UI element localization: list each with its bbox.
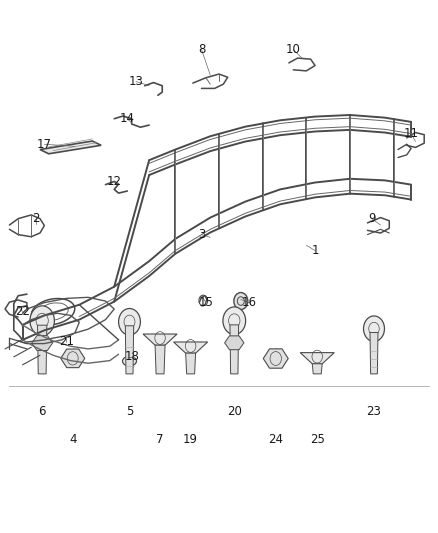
Polygon shape	[155, 345, 165, 374]
Text: 25: 25	[310, 433, 325, 446]
Polygon shape	[173, 342, 208, 353]
Text: 22: 22	[15, 305, 30, 318]
Polygon shape	[230, 325, 239, 374]
Text: 5: 5	[126, 405, 133, 417]
Circle shape	[223, 307, 246, 335]
Polygon shape	[263, 349, 288, 368]
Text: 13: 13	[129, 75, 144, 88]
Text: 16: 16	[242, 296, 257, 309]
Polygon shape	[300, 353, 334, 364]
Text: 19: 19	[183, 433, 198, 446]
Ellipse shape	[123, 357, 137, 366]
Text: 1: 1	[311, 244, 319, 257]
Text: 3: 3	[198, 228, 205, 241]
Polygon shape	[225, 336, 244, 350]
Circle shape	[119, 309, 141, 335]
Text: 2: 2	[32, 212, 39, 225]
Text: 9: 9	[368, 212, 375, 225]
Circle shape	[364, 316, 385, 342]
Polygon shape	[32, 336, 53, 351]
Polygon shape	[40, 141, 101, 154]
Polygon shape	[186, 353, 196, 374]
Text: 7: 7	[156, 433, 164, 446]
Text: 14: 14	[120, 112, 135, 125]
Text: 8: 8	[198, 43, 205, 56]
Text: 12: 12	[107, 175, 122, 188]
Text: 6: 6	[39, 405, 46, 417]
Text: 20: 20	[227, 405, 242, 417]
Polygon shape	[370, 333, 378, 374]
Text: 18: 18	[124, 350, 139, 364]
Text: 23: 23	[367, 405, 381, 417]
Text: 21: 21	[59, 335, 74, 349]
Polygon shape	[143, 334, 177, 345]
Text: 11: 11	[403, 127, 419, 140]
Text: 10: 10	[286, 43, 300, 56]
Text: 24: 24	[268, 433, 283, 446]
Text: 17: 17	[37, 138, 52, 151]
Polygon shape	[312, 364, 322, 374]
Circle shape	[234, 293, 248, 310]
Polygon shape	[61, 349, 85, 368]
Polygon shape	[125, 326, 134, 374]
Text: 15: 15	[198, 296, 213, 309]
Polygon shape	[38, 325, 47, 374]
Text: 4: 4	[69, 433, 77, 446]
Circle shape	[30, 306, 54, 336]
